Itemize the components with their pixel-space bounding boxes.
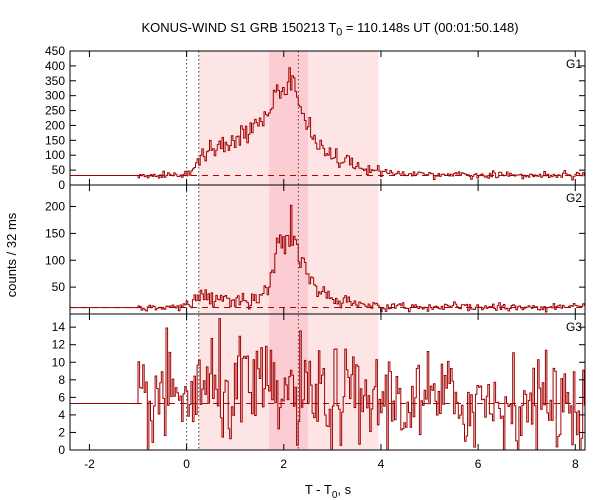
panel-label-G3: G3 [566,320,582,334]
ytick-label-G1-2: 100 [45,148,65,162]
ytick-label-G3-1: 2 [58,425,65,439]
vline-layer [186,51,299,450]
ytick-label-G3-2: 4 [58,408,65,422]
panel-label-G1: G1 [566,57,582,71]
ytick-label-G1-1: 50 [52,163,66,177]
xtick-label-4: 6 [475,457,482,471]
axes-layer: 050100150200250300350400450G150100150200… [45,44,586,471]
ytick-label-G3-7: 14 [52,320,66,334]
ytick-label-G3-3: 6 [58,390,65,404]
light-curve-G2 [70,204,585,313]
xtick-label-1: 0 [183,457,190,471]
ytick-label-G1-5: 250 [45,104,65,118]
ytick-label-G3-5: 10 [52,355,66,369]
ytick-label-G3-0: 0 [58,443,65,457]
panel-label-G2: G2 [566,191,582,205]
ytick-label-G1-9: 450 [45,44,65,58]
y-axis-label: counts / 32 ms [4,212,19,297]
ytick-label-G3-6: 12 [52,338,66,352]
ytick-label-G1-8: 400 [45,59,65,73]
ytick-label-G1-3: 150 [45,133,65,147]
ytick-label-G2-1: 100 [45,253,65,267]
ytick-label-G1-0: 0 [58,178,65,192]
ytick-label-G2-0: 50 [52,280,66,294]
ytick-label-G3-4: 8 [58,373,65,387]
series-layer [70,67,585,451]
ytick-label-G1-6: 300 [45,89,65,103]
ytick-label-G1-4: 200 [45,118,65,132]
panel-frame-G3 [69,313,586,451]
xtick-label-3: 4 [378,457,385,471]
xtick-label-2: 2 [280,457,287,471]
x-axis-label: T - T0, s [305,482,352,500]
xtick-label-0: -2 [84,457,95,471]
xtick-label-5: 8 [572,457,579,471]
ytick-label-G1-7: 350 [45,74,65,88]
light-curve-G3 [70,318,585,451]
chart-title: KONUS-WIND S1 GRB 150213 T0 = 110.148s U… [141,20,519,39]
ytick-label-G2-3: 200 [45,200,65,214]
light-curve-G1 [70,67,585,181]
ytick-label-G2-2: 150 [45,226,65,240]
